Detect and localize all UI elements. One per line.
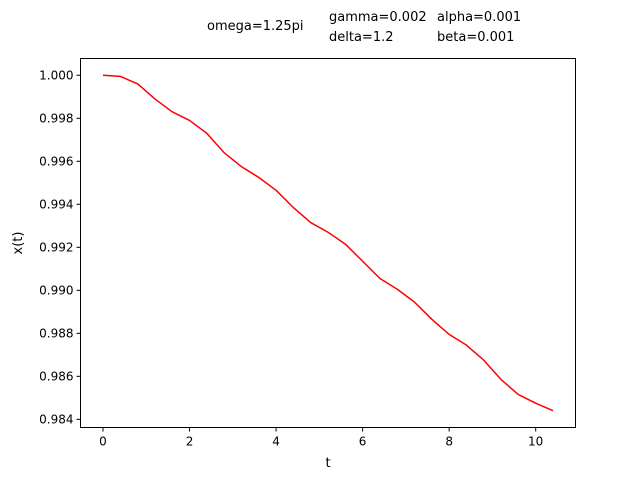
omega-annotation: omega=1.25pi bbox=[207, 19, 304, 34]
x-tick-label: 4 bbox=[272, 435, 280, 449]
alpha-annotation: alpha=0.001 bbox=[437, 10, 522, 25]
beta-annotation: beta=0.001 bbox=[437, 30, 515, 45]
gamma-annotation: gamma=0.002 bbox=[329, 10, 427, 25]
y-tick-label: 0.984 bbox=[39, 412, 73, 426]
x-tick-label: 0 bbox=[99, 435, 107, 449]
y-tick-label: 0.996 bbox=[39, 154, 73, 168]
y-tick-label: 0.998 bbox=[39, 111, 73, 125]
y-tick-label: 1.000 bbox=[39, 68, 73, 82]
y-tick-label: 0.992 bbox=[39, 240, 73, 254]
y-tick-label: 0.988 bbox=[39, 326, 73, 340]
y-axis: 0.984 0.986 0.988 0.990 0.992 0.994 0.996 0.998… bbox=[39, 68, 81, 426]
y-axis-label: x(t) bbox=[11, 232, 26, 255]
delta-annotation: delta=1.2 bbox=[329, 30, 394, 45]
plot-area bbox=[102, 74, 554, 412]
x-axis-label: t bbox=[325, 456, 330, 471]
x-tick-label: 6 bbox=[359, 435, 367, 449]
series-line-0 bbox=[102, 74, 554, 412]
y-tick-label: 0.994 bbox=[39, 197, 73, 211]
plot-frame bbox=[80, 58, 576, 428]
x-tick-label: 10 bbox=[528, 435, 543, 449]
x-axis: 0 2 4 6 8 10 bbox=[99, 427, 543, 449]
y-tick-label: 0.990 bbox=[39, 283, 73, 297]
x-tick-label: 8 bbox=[445, 435, 453, 449]
x-tick-label: 2 bbox=[186, 435, 194, 449]
y-tick-label: 0.986 bbox=[39, 369, 73, 383]
